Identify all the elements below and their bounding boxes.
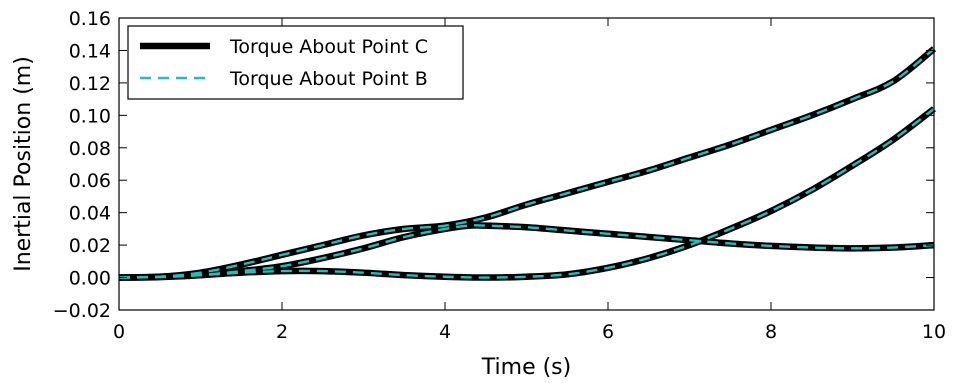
x-axis-ticks: 0 2 4 6 8 10 (113, 18, 946, 343)
y-tick-label: −0.02 (53, 300, 111, 322)
y-tick-label: 0.00 (69, 268, 111, 290)
y-tick-label: 0.06 (69, 170, 111, 192)
x-tick-label: 0 (113, 321, 125, 343)
y-tick-label: 0.14 (69, 40, 111, 62)
plot-lines (118, 46, 937, 281)
y-tick-label: 0.10 (69, 105, 111, 127)
x-tick-label: 2 (276, 321, 288, 343)
plot-frame (118, 17, 935, 311)
x-axis-label: Time (s) (481, 355, 571, 380)
y-tick-label: 0.04 (69, 203, 111, 225)
legend-label: Torque About Point C (229, 36, 428, 58)
x-tick-label: 4 (439, 321, 451, 343)
y-tick-label: 0.02 (69, 235, 111, 257)
y-axis-label: Inertial Position (m) (11, 56, 36, 272)
legend-box (127, 25, 464, 100)
series-b-line-3 (118, 107, 935, 279)
y-tick-label: 0.08 (69, 138, 111, 160)
series-c-line-3 (118, 106, 936, 281)
legend: Torque About Point C Torque About Point B (127, 25, 464, 100)
x-tick-label: 10 (922, 321, 946, 343)
y-tick-label: 0.16 (69, 8, 111, 30)
y-axis-ticks: −0.02 0.00 0.02 0.04 0.06 0.08 0.10 0.12 0.14 0.1… (53, 8, 934, 322)
y-tick-label: 0.12 (69, 73, 111, 95)
series-b-line-1 (118, 47, 935, 279)
x-tick-label: 8 (765, 321, 777, 343)
x-tick-label: 6 (602, 321, 614, 343)
legend-label: Torque About Point B (229, 68, 428, 90)
